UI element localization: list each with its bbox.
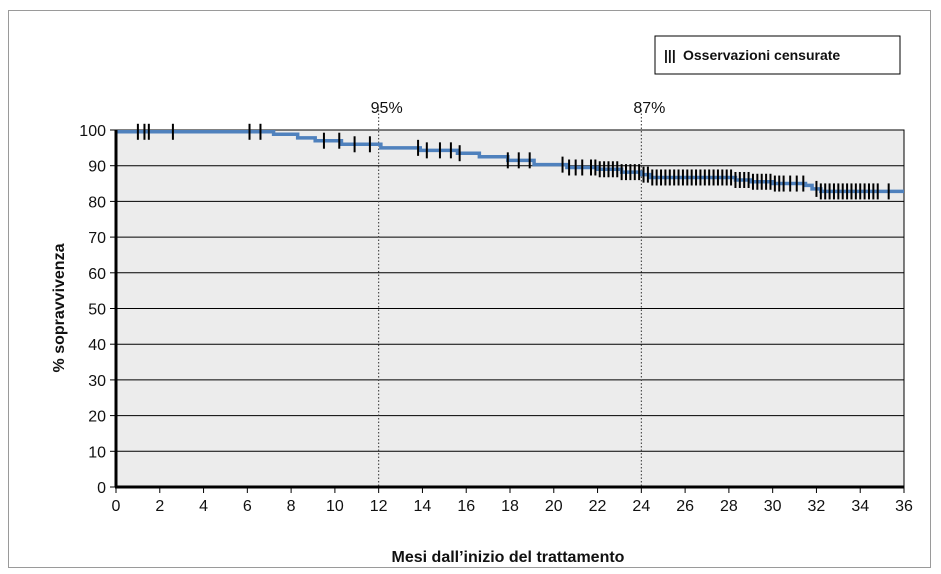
x-tick-label: 26 (676, 498, 694, 515)
x-tick-label: 12 (370, 498, 388, 515)
survival-curve (116, 130, 904, 194)
y-tick-label: 80 (88, 194, 106, 211)
x-axis-title: Mesi dall’inizio del trattamento (392, 549, 625, 566)
y-tick-label: 70 (88, 230, 106, 247)
x-tick-label: 16 (457, 498, 475, 515)
x-tick-label: 22 (589, 498, 607, 515)
x-tick-label: 2 (155, 498, 164, 515)
x-tick-label: 18 (501, 498, 519, 515)
y-tick-label: 60 (88, 266, 106, 283)
x-tick-label: 28 (720, 498, 738, 515)
x-tick-label: 4 (199, 498, 208, 515)
x-tick-label: 20 (545, 498, 563, 515)
y-tick-label: 50 (88, 302, 106, 319)
y-tick-label: 10 (88, 444, 106, 461)
x-tick-label: 8 (287, 498, 296, 515)
y-axis-title: % sopravvivenza (51, 243, 68, 372)
annotation-label: 95% (371, 100, 403, 117)
x-tick-label: 30 (764, 498, 782, 515)
y-tick-label: 40 (88, 337, 106, 354)
x-tick-label: 32 (808, 498, 826, 515)
x-tick-label: 0 (112, 498, 121, 515)
x-tick-label: 34 (851, 498, 869, 515)
x-tick-label: 24 (632, 498, 650, 515)
legend-label: Osservazioni censurate (683, 47, 840, 63)
y-tick-label: 0 (97, 480, 106, 497)
y-tick-label: 20 (88, 409, 106, 426)
x-tick-label: 10 (326, 498, 344, 515)
annotation-label: 87% (633, 100, 665, 117)
x-tick-label: 6 (243, 498, 252, 515)
y-tick-label: 30 (88, 373, 106, 390)
legend: ||| Osservazioni censurate (654, 35, 901, 75)
y-tick-label: 100 (79, 123, 106, 140)
x-tick-label: 36 (895, 498, 913, 515)
legend-box (654, 35, 901, 75)
x-tick-label: 14 (414, 498, 432, 515)
legend-symbol: ||| (664, 47, 676, 63)
y-tick-label: 90 (88, 159, 106, 176)
